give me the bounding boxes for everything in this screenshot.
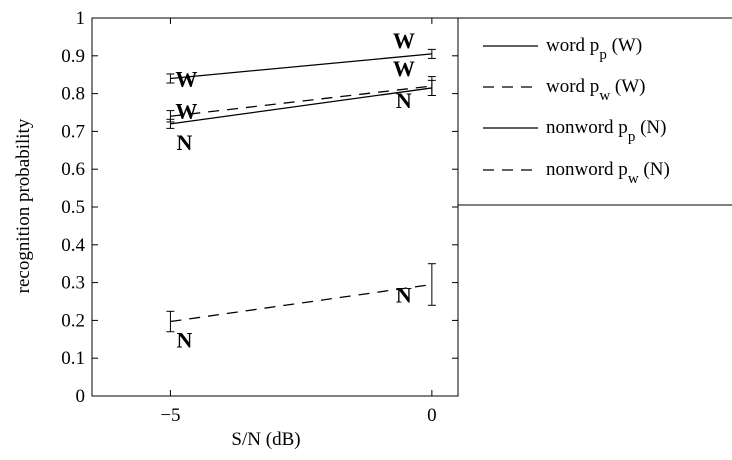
y-tick-label: 0.4 xyxy=(61,235,85,256)
data-point-marker: W xyxy=(393,56,415,81)
y-axis: 0 0.1 0.2 0.3 0.4 0.5 0.6 0.7 0.8 0.9 1 xyxy=(61,8,458,407)
legend-entry-4: nonword pw (N) xyxy=(483,159,670,187)
y-tick-label: 0.5 xyxy=(61,197,85,218)
y-tick-label: 0.3 xyxy=(61,273,85,294)
series-2: WW xyxy=(166,56,436,123)
x-axis-label: S/N (dB) xyxy=(231,429,300,450)
x-tick-label: −5 xyxy=(160,405,180,426)
y-tick-label: 0.6 xyxy=(61,159,85,180)
y-tick-label: 0.8 xyxy=(61,84,85,105)
data-point-marker: W xyxy=(393,28,415,53)
series-line xyxy=(170,53,432,80)
legend: word pp (W) word pw (W) nonword pp (N) nonw… xyxy=(457,17,732,206)
y-tick-label: 0 xyxy=(76,386,86,407)
data-point-marker: N xyxy=(396,88,412,113)
data-point-marker: W xyxy=(175,66,197,91)
series-line xyxy=(170,85,432,117)
legend-label: nonword pp (N) xyxy=(546,117,666,145)
series-1: WW xyxy=(166,28,436,91)
y-tick-label: 0.1 xyxy=(61,348,85,369)
data-point-marker: N xyxy=(176,328,192,353)
y-tick-label: 0.9 xyxy=(61,46,85,67)
legend-entry-2: word pw (W) xyxy=(483,76,646,104)
legend-entry-1: word pp (W) xyxy=(483,35,642,63)
legend-label: word pp (W) xyxy=(546,35,642,63)
y-tick-label: 0.7 xyxy=(61,121,85,142)
data-point-marker: N xyxy=(396,282,412,307)
series-3: NN xyxy=(166,79,436,155)
y-tick-label: 0.2 xyxy=(61,310,85,331)
data-point-marker: W xyxy=(175,98,197,123)
x-tick-label: 0 xyxy=(427,405,437,426)
legend-label: nonword pw (N) xyxy=(546,159,670,187)
series-line xyxy=(170,283,432,323)
y-axis-label: recognition probability xyxy=(13,118,34,293)
data-point-marker: N xyxy=(176,130,192,155)
legend-label: word pw (W) xyxy=(546,76,646,104)
series-4: NN xyxy=(166,263,436,353)
y-tick-label: 1 xyxy=(76,8,86,29)
series-line xyxy=(170,87,432,125)
x-axis: −5 0 xyxy=(160,18,437,426)
legend-entry-3: nonword pp (N) xyxy=(483,117,666,145)
